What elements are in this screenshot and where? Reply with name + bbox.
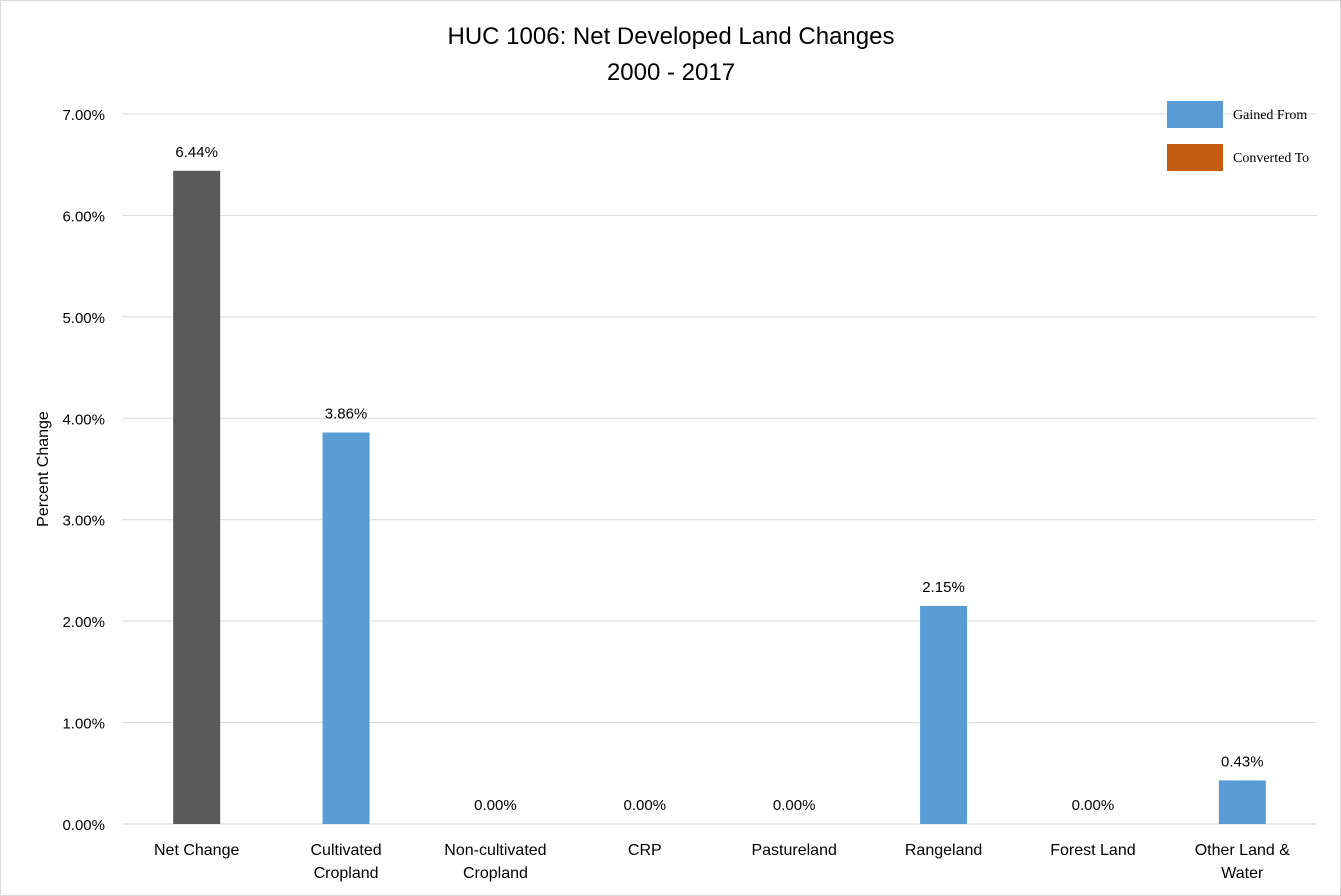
- data-label: 6.44%: [175, 144, 218, 161]
- x-tick-label: Net Change: [154, 842, 239, 859]
- y-axis-label: Percent Change: [35, 411, 52, 527]
- bar: [920, 605, 968, 824]
- x-tick-label: Cultivated: [310, 842, 381, 859]
- y-tick-label: 5.00%: [62, 310, 105, 327]
- legend-label: Gained From: [1233, 108, 1307, 123]
- gridlines: [122, 113, 1317, 825]
- bar: [173, 170, 221, 825]
- data-label: 0.43%: [1221, 753, 1264, 770]
- x-tick-label: Other Land &: [1195, 842, 1291, 859]
- y-tick-label: 4.00%: [62, 411, 105, 428]
- x-tick-label: Forest Land: [1050, 842, 1135, 859]
- x-tick-labels: Net Change Cultivated Cropland Non-cultivat…: [154, 842, 1290, 882]
- data-label: 0.00%: [474, 797, 517, 814]
- x-tick-label: CRP: [628, 842, 662, 859]
- y-tick-label: 7.00%: [62, 107, 105, 124]
- y-tick-label: 2.00%: [62, 614, 105, 631]
- y-tick-label: 3.00%: [62, 513, 105, 530]
- data-label: 0.00%: [1072, 797, 1115, 814]
- x-tick-label: Water: [1221, 865, 1264, 882]
- y-tick-labels: 0.00% 1.00% 2.00% 3.00% 4.00% 5.00% 6.00% 7.00%: [62, 107, 105, 834]
- y-tick-label: 6.00%: [62, 208, 105, 225]
- legend-swatch: [1167, 101, 1223, 128]
- value-labels: 6.44% 3.86% 0.00% 0.00% 0.00% 2.15% 0.00% 0.43%: [175, 144, 1263, 814]
- legend-swatch: [1167, 144, 1223, 171]
- data-label: 3.86%: [325, 405, 368, 422]
- data-label: 0.00%: [624, 797, 667, 814]
- chart-subtitle: 2000 - 2017: [607, 59, 735, 86]
- y-tick-label: 0.00%: [62, 817, 105, 834]
- chart-title: HUC 1006: Net Developed Land Changes: [448, 23, 895, 50]
- x-tick-label: Non-cultivated: [444, 842, 546, 859]
- x-tick-label: Cropland: [314, 865, 379, 882]
- x-tick-label: Rangeland: [905, 842, 982, 859]
- legend: Gained From Converted To: [1167, 101, 1309, 171]
- data-label: 0.00%: [773, 797, 816, 814]
- x-tick-label: Cropland: [463, 865, 528, 882]
- y-tick-label: 1.00%: [62, 716, 105, 733]
- bar: [1218, 780, 1266, 824]
- data-label: 2.15%: [922, 579, 965, 596]
- bars: [173, 170, 1266, 825]
- legend-label: Converted To: [1233, 151, 1309, 166]
- bar: [322, 432, 370, 824]
- x-tick-label: Pastureland: [751, 842, 836, 859]
